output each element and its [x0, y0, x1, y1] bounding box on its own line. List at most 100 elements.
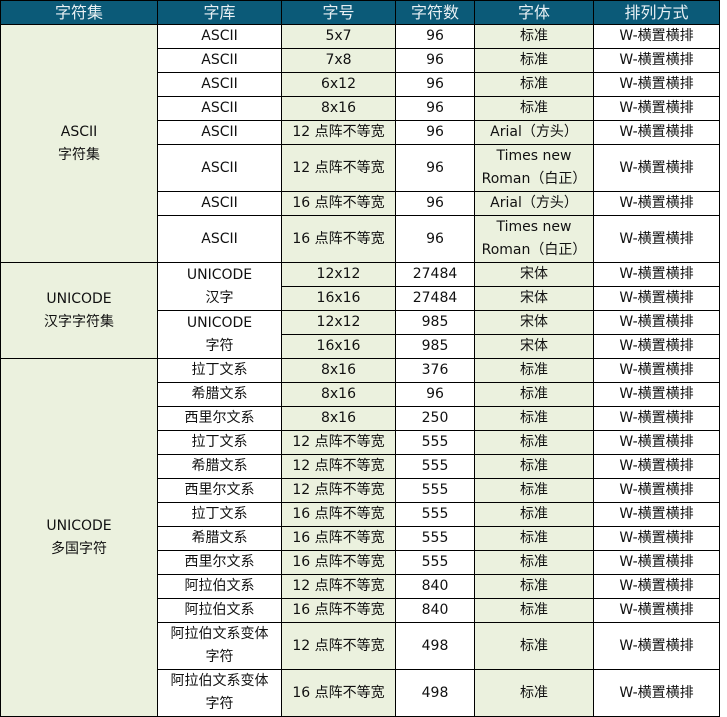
font-cell: Arial（方头）	[474, 120, 594, 145]
library-cell: 阿拉伯文系变体 字符	[157, 622, 282, 670]
library-cell: 希腊文系	[157, 526, 282, 551]
layout-cell: W-横置横排	[593, 286, 720, 311]
size-cell-text: 12 点阵不等宽	[292, 124, 385, 140]
size-cell-text: 12x12	[316, 314, 361, 330]
charset-cell-text: 汉字字符集	[44, 313, 114, 330]
count-cell-text: 27484	[412, 290, 458, 306]
count-cell-text: 555	[421, 530, 449, 546]
count-cell: 250	[395, 406, 475, 431]
layout-cell: W-横置横排	[593, 669, 720, 717]
layout-cell: W-横置横排	[593, 96, 720, 121]
count-cell: 27484	[395, 286, 475, 311]
font-cell: 宋体	[474, 334, 594, 359]
header-row: 字符集 字库 字号 字符数 字体 排列方式	[0, 0, 720, 25]
library-cell-text: 西里尔文系	[184, 554, 255, 570]
table-row: ASCII 6x12 96 标准 W-横置横排	[1, 72, 720, 97]
font-cell-text: 标准	[520, 52, 548, 68]
table-row: 拉丁文系 12 点阵不等宽 555 标准 W-横置横排	[1, 430, 720, 455]
library-cell-text: 阿拉伯文系	[184, 578, 255, 594]
font-cell: Arial（方头）	[474, 191, 594, 216]
layout-cell: W-横置横排	[593, 622, 720, 670]
size-cell-text: 8x16	[320, 386, 356, 402]
font-cell-text: Arial（方头）	[490, 195, 578, 211]
layout-cell-text: W-横置横排	[619, 159, 694, 176]
size-cell-text: 5x7	[325, 28, 352, 44]
count-cell: 555	[395, 454, 475, 479]
library-cell: 拉丁文系	[157, 358, 282, 383]
table-row: 阿拉伯文系 12 点阵不等宽 840 标准 W-横置横排	[1, 574, 720, 599]
layout-cell-text: W-横置横排	[619, 458, 694, 474]
library-cell: 西里尔文系	[157, 550, 282, 575]
table-row: ASCII 16 点阵不等宽 96 Arial（方头） W-横置横排	[1, 191, 720, 216]
layout-cell: W-横置横排	[593, 334, 720, 359]
size-cell: 12 点阵不等宽	[281, 574, 396, 599]
font-cell: Times new Roman（白正）	[474, 215, 594, 263]
count-cell-text: 96	[426, 124, 444, 140]
layout-cell: W-横置横排	[593, 310, 720, 335]
font-cell-text: 标准	[520, 554, 548, 570]
count-cell: 96	[395, 96, 475, 121]
font-cell-text: 标准	[520, 602, 548, 618]
layout-cell-text: W-横置横排	[619, 482, 694, 498]
library-cell-text: ASCII	[201, 195, 238, 211]
layout-cell: W-横置横排	[593, 502, 720, 527]
font-cell-text: 标准	[520, 482, 548, 498]
layout-cell-text: W-横置横排	[619, 434, 694, 450]
table-row: 希腊文系 8x16 96 标准 W-横置横排	[1, 382, 720, 407]
font-cell-text: Arial（方头）	[490, 124, 578, 140]
layout-cell-text: W-横置横排	[619, 530, 694, 546]
font-cell-text: 标准	[520, 76, 548, 92]
count-cell-text: 376	[421, 362, 449, 378]
layout-cell: W-横置横排	[593, 574, 720, 599]
count-cell: 840	[395, 574, 475, 599]
table-row: 拉丁文系 16 点阵不等宽 555 标准 W-横置横排	[1, 502, 720, 527]
library-cell-text: 阿拉伯文系变体	[170, 673, 269, 689]
library-cell: 阿拉伯文系	[157, 598, 282, 623]
header-count: 字符数	[395, 0, 475, 25]
size-cell: 7x8	[281, 48, 396, 73]
font-cell: 标准	[474, 24, 594, 49]
count-cell: 555	[395, 430, 475, 455]
layout-cell: W-横置横排	[593, 215, 720, 263]
size-cell-text: 12 点阵不等宽	[292, 637, 385, 654]
count-cell-text: 555	[421, 506, 449, 522]
count-cell-text: 498	[421, 637, 449, 654]
size-cell-text: 16 点阵不等宽	[292, 530, 385, 546]
count-cell-text: 96	[426, 195, 444, 211]
size-cell-text: 16x16	[316, 338, 361, 354]
layout-cell: W-横置横排	[593, 72, 720, 97]
font-cell-text: Roman（白正）	[481, 242, 587, 258]
library-cell: 西里尔文系	[157, 406, 282, 431]
library-cell-text: 阿拉伯文系变体	[170, 626, 269, 642]
font-cell: 标准	[474, 358, 594, 383]
font-cell: 标准	[474, 382, 594, 407]
layout-cell-text: W-横置横排	[619, 195, 694, 211]
layout-cell-text: W-横置横排	[619, 362, 694, 378]
library-cell: ASCII	[157, 72, 282, 97]
library-cell-text: UNICODE	[186, 266, 253, 283]
size-cell-text: 12x12	[316, 266, 361, 282]
size-cell: 8x16	[281, 358, 396, 383]
table-row: 西里尔文系 16 点阵不等宽 555 标准 W-横置横排	[1, 550, 720, 575]
font-cell-text: 标准	[520, 28, 548, 44]
library-cell-text: 拉丁文系	[191, 434, 248, 450]
library-cell: 希腊文系	[157, 382, 282, 407]
table-row: 希腊文系 12 点阵不等宽 555 标准 W-横置横排	[1, 454, 720, 479]
font-cell: Times new Roman（白正）	[474, 144, 594, 192]
library-cell-text: ASCII	[201, 124, 238, 140]
library-cell-text: 西里尔文系	[184, 482, 255, 498]
table-body: ASCII 字符集 ASCII 5x7 96 标准 W-横置横排 ASCII 7x8 96 标准 W-…	[0, 24, 720, 717]
size-cell-text: 16 点阵不等宽	[292, 554, 385, 570]
library-cell-text: 字符	[205, 696, 234, 712]
font-cell-text: 宋体	[520, 314, 548, 330]
library-cell: 西里尔文系	[157, 478, 282, 503]
library-cell-text: ASCII	[201, 28, 238, 44]
table-row: ASCII 12 点阵不等宽 96 Times new Roman（白正） W-横置横排	[1, 144, 720, 192]
layout-cell: W-横置横排	[593, 526, 720, 551]
size-cell: 12 点阵不等宽	[281, 454, 396, 479]
size-cell: 8x16	[281, 406, 396, 431]
library-cell-text: 字符	[205, 337, 234, 354]
charset-cell-text: UNICODE	[46, 517, 112, 534]
font-cell: 宋体	[474, 310, 594, 335]
font-cell: 标准	[474, 550, 594, 575]
